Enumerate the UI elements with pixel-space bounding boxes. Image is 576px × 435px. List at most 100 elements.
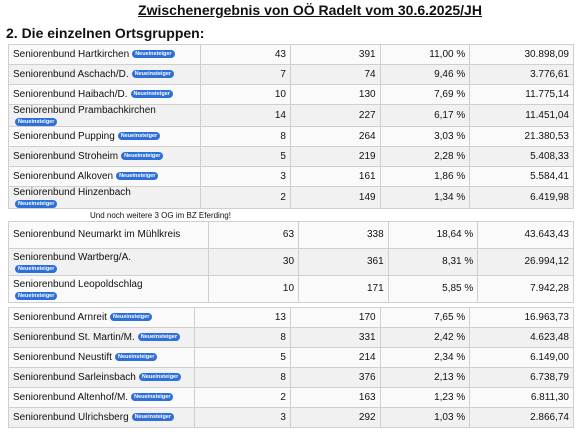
ortsgruppe-name: Seniorenbund Hinzenbach — [13, 187, 131, 199]
ortsgruppe-name-cell: Seniorenbund Hartkirchen Neueinsteiger — [7, 44, 202, 65]
members-cell: 227 — [289, 104, 381, 127]
percent-cell: 1,23 % — [379, 387, 471, 408]
ortsgruppe-name-cell: Seniorenbund Alkoven Neueinsteiger — [7, 166, 202, 187]
neueinsteiger-badge: Neueinsteiger — [15, 291, 58, 300]
table-row: Seniorenbund Arnreit Neueinsteiger 13 170 7,… — [7, 307, 574, 328]
ortsgruppen-table-3: Seniorenbund Arnreit Neueinsteiger 13 170 7,… — [7, 307, 574, 428]
table-row: Seniorenbund Alkoven Neueinsteiger 3 161 1,8… — [7, 166, 574, 187]
neueinsteiger-badge: Neueinsteiger — [131, 69, 175, 78]
ortsgruppe-name: Seniorenbund Prambachkirchen — [13, 105, 156, 117]
table-row: Seniorenbund Aschach/D. Neueinsteiger 7 74 9… — [7, 64, 574, 85]
participants-cell: 10 — [208, 275, 300, 303]
ortsgruppe-name-cell: Seniorenbund Haibach/D. Neueinsteiger — [7, 84, 202, 105]
footnote: Und noch weitere 3 OG im BZ Eferding! — [90, 211, 231, 220]
participants-cell: 5 — [194, 347, 291, 368]
members-cell: 163 — [289, 387, 381, 408]
participants-cell: 10 — [200, 84, 291, 105]
members-cell: 130 — [289, 84, 381, 105]
table-row: Seniorenbund Altenhof/M. Neueinsteiger 2 16… — [7, 387, 574, 408]
ortsgruppe-name-cell: Seniorenbund St. Martin/M. Neueinsteiger — [7, 327, 196, 348]
participants-cell: 8 — [194, 327, 291, 348]
ortsgruppe-name-cell: Seniorenbund Neumarkt im Mühlkreis — [7, 221, 210, 249]
members-cell: 161 — [289, 166, 381, 187]
table-row: Seniorenbund Ulrichsberg Neueinsteiger 3 29… — [7, 407, 574, 428]
ortsgruppe-name-cell: Seniorenbund Neustift Neueinsteiger — [7, 347, 196, 368]
participants-cell: 14 — [200, 104, 291, 127]
members-cell: 331 — [289, 327, 381, 348]
percent-cell: 18,64 % — [387, 221, 479, 249]
neueinsteiger-badge: Neueinsteiger — [121, 151, 164, 160]
table-row: Seniorenbund St. Martin/M. Neueinsteiger 8… — [7, 327, 574, 348]
neueinsteiger-badge: Neueinsteiger — [116, 171, 159, 180]
document-title: Zwischenergebnis von OÖ Radelt vom 30.6.… — [138, 2, 482, 18]
participants-cell: 3 — [200, 166, 291, 187]
table-row: Seniorenbund Leopoldschlag Neueinsteiger 1… — [7, 275, 574, 303]
percent-cell: 1,34 % — [379, 186, 471, 209]
total-km-cell: 11.451,04 — [469, 104, 574, 127]
total-km-cell: 6.419,98 — [469, 186, 574, 209]
ortsgruppe-name: Seniorenbund St. Martin/M. — [13, 331, 135, 343]
total-km-cell: 5.584,41 — [469, 166, 574, 187]
total-km-cell: 6.811,30 — [469, 387, 574, 408]
table-row: Seniorenbund Hinzenbach Neueinsteiger 2 149… — [7, 186, 574, 209]
percent-cell: 1,86 % — [379, 166, 471, 187]
percent-cell: 5,85 % — [387, 275, 479, 303]
table-row: Seniorenbund Neustift Neueinsteiger 5 214 2,… — [7, 347, 574, 368]
total-km-cell: 26.994,12 — [477, 248, 574, 276]
members-cell: 338 — [298, 221, 389, 249]
participants-cell: 7 — [200, 64, 291, 85]
total-km-cell: 6.149,00 — [469, 347, 574, 368]
ortsgruppe-name: Seniorenbund Neustift — [13, 351, 112, 363]
neueinsteiger-badge: Neueinsteiger — [15, 200, 58, 208]
participants-cell: 63 — [208, 221, 300, 249]
participants-cell: 2 — [200, 186, 291, 209]
percent-cell: 2,42 % — [379, 327, 471, 348]
participants-cell: 8 — [200, 126, 291, 147]
percent-cell: 3,03 % — [379, 126, 471, 147]
ortsgruppe-name-cell: Seniorenbund Altenhof/M. Neueinsteiger — [7, 387, 196, 408]
total-km-cell: 43.643,43 — [477, 221, 574, 249]
ortsgruppe-name-cell: Seniorenbund Sarleinsbach Neueinsteiger — [7, 367, 196, 388]
neueinsteiger-badge: Neueinsteiger — [130, 89, 173, 98]
ortsgruppe-name-cell: Seniorenbund Hinzenbach Neueinsteiger — [7, 186, 202, 209]
neueinsteiger-badge: Neueinsteiger — [15, 118, 58, 126]
percent-cell: 2,13 % — [379, 367, 471, 388]
participants-cell: 3 — [194, 407, 291, 428]
neueinsteiger-badge: Neueinsteiger — [15, 264, 58, 273]
members-cell: 170 — [289, 307, 381, 328]
ortsgruppe-name: Seniorenbund Alkoven — [13, 170, 114, 182]
participants-cell: 8 — [194, 367, 291, 388]
participants-cell: 13 — [194, 307, 291, 328]
percent-cell: 1,03 % — [379, 407, 471, 428]
ortsgruppe-name: Seniorenbund Neumarkt im Mühlkreis — [13, 229, 181, 240]
ortsgruppe-name-cell: Seniorenbund Stroheim Neueinsteiger — [7, 146, 202, 167]
percent-cell: 9,46 % — [379, 64, 471, 85]
ortsgruppe-name: Seniorenbund Pupping — [13, 130, 115, 142]
neueinsteiger-badge: Neueinsteiger — [109, 312, 153, 321]
percent-cell: 6,17 % — [379, 104, 471, 127]
participants-cell: 2 — [194, 387, 291, 408]
members-cell: 264 — [289, 126, 381, 147]
neueinsteiger-badge: Neueinsteiger — [138, 372, 182, 381]
percent-cell: 7,69 % — [379, 84, 471, 105]
table-row: Seniorenbund Pupping Neueinsteiger 8 264 3,0… — [7, 126, 574, 147]
ortsgruppe-name: Seniorenbund Sarleinsbach — [13, 371, 136, 383]
total-km-cell: 6.738,79 — [469, 367, 574, 388]
total-km-cell: 16.963,73 — [469, 307, 574, 328]
neueinsteiger-badge: Neueinsteiger — [137, 332, 181, 341]
total-km-cell: 5.408,33 — [469, 146, 574, 167]
percent-cell: 2,28 % — [379, 146, 471, 167]
total-km-cell: 2.866,74 — [469, 407, 574, 428]
ortsgruppen-table-1: Seniorenbund Hartkirchen Neueinsteiger 43 3… — [7, 44, 574, 209]
ortsgruppe-name-cell: Seniorenbund Ulrichsberg Neueinsteiger — [7, 407, 196, 428]
members-cell: 171 — [298, 275, 389, 303]
total-km-cell: 3.776,61 — [469, 64, 574, 85]
members-cell: 292 — [289, 407, 381, 428]
table-row: Seniorenbund Sarleinsbach Neueinsteiger 8 3… — [7, 367, 574, 388]
ortsgruppe-name: Seniorenbund Wartberg/A. — [13, 251, 132, 263]
ortsgruppe-name: Seniorenbund Hartkirchen — [13, 48, 130, 60]
table-row: Seniorenbund Stroheim Neueinsteiger 5 219 2,… — [7, 146, 574, 167]
table-row: Seniorenbund Prambachkirchen Neueinsteige… — [7, 104, 574, 127]
members-cell: 74 — [289, 64, 381, 85]
total-km-cell: 4.623,48 — [469, 327, 574, 348]
